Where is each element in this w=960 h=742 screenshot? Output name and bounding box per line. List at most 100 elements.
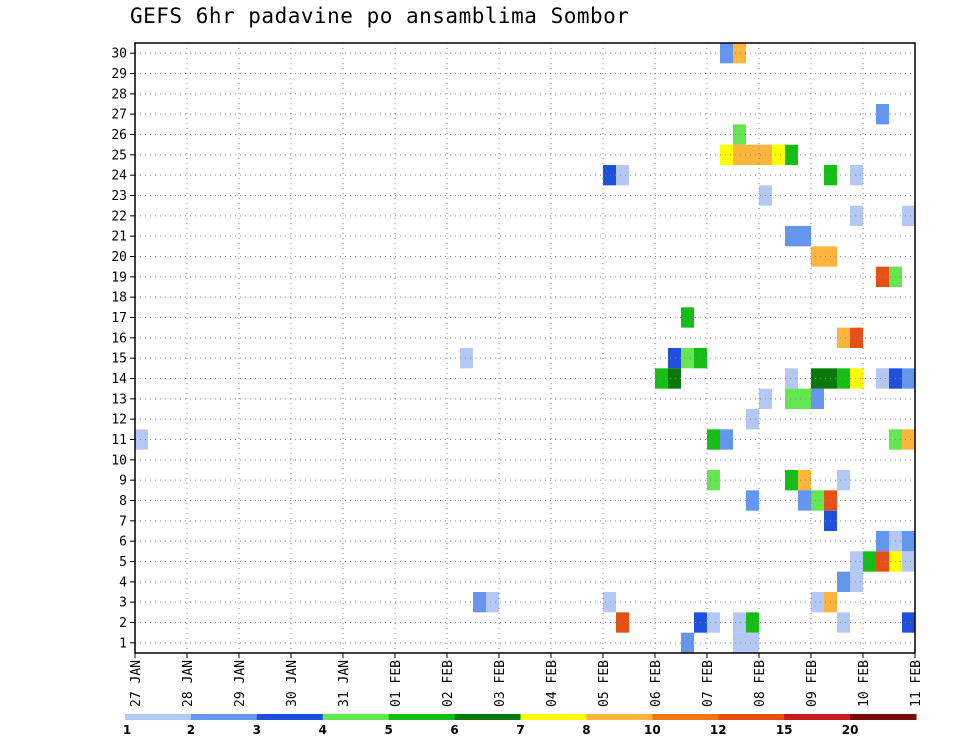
heatmap-cell [135,429,148,450]
heatmap-cell [746,632,759,653]
y-tick-label: 24 [111,169,127,184]
y-tick-label: 22 [111,209,127,224]
colorbar-segment [718,714,785,720]
y-tick-label: 21 [111,230,127,245]
x-tick-label: 06 FEB [649,660,664,707]
colorbar-label: 3 [253,723,261,737]
y-tick-label: 23 [111,189,127,204]
heatmap-cell [785,368,798,389]
colorbar-segment [652,714,719,720]
heatmap-cell [798,470,811,491]
heatmap-cell [733,144,746,165]
chart-title: GEFS 6hr padavine po ansamblima Sombor [130,4,630,28]
heatmap-cell [707,612,720,633]
y-tick-label: 26 [111,128,127,143]
heatmap-cell [902,551,915,572]
heatmap-cell [681,348,694,369]
colorbar-segment [586,714,653,720]
y-tick-label: 29 [111,67,127,82]
x-tick-label: 05 FEB [597,660,612,707]
colorbar-segment [388,714,456,720]
colorbar-segment [256,714,324,720]
x-tick-label: 28 JAN [181,660,196,707]
heatmap-cell [850,327,863,348]
heatmap-cell [876,531,889,552]
heatmap-cell [733,43,746,64]
heatmap-cell [798,388,811,409]
heatmap-cell [837,368,850,389]
heatmap-cell [850,165,863,186]
x-tick-label: 10 FEB [857,660,872,707]
heatmap-cell [811,490,824,511]
heatmap-cell [681,307,694,328]
heatmap-cell [746,409,759,430]
heatmap-cell [902,429,915,450]
colorbar-label: 20 [842,723,859,737]
x-tick-label: 03 FEB [493,660,508,707]
y-tick-label: 17 [111,311,127,326]
heatmap-cell [785,388,798,409]
y-tick-label: 2 [119,616,127,631]
y-tick-label: 27 [111,108,127,123]
colorbar-label: 8 [582,723,590,737]
heatmap-cell [603,165,616,186]
colorbar-label: 7 [516,723,524,737]
heatmap-cell [876,551,889,572]
x-tick-label: 27 JAN [129,660,144,707]
heatmap-cell [668,348,681,369]
heatmap-cell [733,124,746,145]
heatmap-cell [681,632,694,653]
colorbar-segment [322,714,390,720]
heatmap-cell [746,612,759,633]
heatmap-cell [746,144,759,165]
heatmap-cell [668,368,681,389]
colorbar-segment [520,714,587,720]
y-tick-label: 6 [119,535,127,550]
y-tick-label: 3 [119,596,127,611]
heatmap-cell [876,104,889,125]
heatmap-cell [850,205,863,226]
colorbar-segment [125,714,192,720]
heatmap-cell [616,165,629,186]
heatmap-cell [785,226,798,247]
y-tick-label: 30 [111,47,127,62]
y-tick-label: 18 [111,291,127,306]
x-tick-label: 30 JAN [285,660,300,707]
heatmap-cell [837,327,850,348]
y-tick-label: 15 [111,352,127,367]
heatmap-cell [486,592,499,613]
y-tick-label: 7 [119,514,127,529]
heatmap-cell [707,429,720,450]
colorbar-segment [454,714,521,720]
x-tick-label: 11 FEB [909,660,924,707]
heatmap-cell [720,429,733,450]
heatmap-cell [785,470,798,491]
heatmap-cell [460,348,473,369]
colorbar-label: 4 [319,723,327,737]
heatmap-cell [902,612,915,633]
heatmap-cell [902,531,915,552]
colorbar-label: 15 [776,723,793,737]
heatmap-cell [876,368,889,389]
x-tick-label: 02 FEB [441,660,456,707]
x-tick-label: 31 JAN [337,660,352,707]
y-tick-label: 4 [119,575,127,590]
colorbar-label: 2 [187,723,195,737]
heatmap-cell [798,226,811,247]
colorbar-label: 5 [384,723,392,737]
heatmap-cell [850,551,863,572]
y-tick-label: 12 [111,413,127,428]
x-tick-label: 07 FEB [701,660,716,707]
heatmap-cell [733,632,746,653]
heatmap-cell [772,144,785,165]
heatmap-cell [616,612,629,633]
colorbar-label: 10 [644,723,661,737]
y-tick-label: 5 [119,555,127,570]
heatmap-cell [733,612,746,633]
colorbar-segment [190,714,258,720]
y-tick-label: 16 [111,331,127,346]
heatmap-cell [811,368,824,389]
heatmap-cell [837,612,850,633]
heatmap-cell [837,470,850,491]
